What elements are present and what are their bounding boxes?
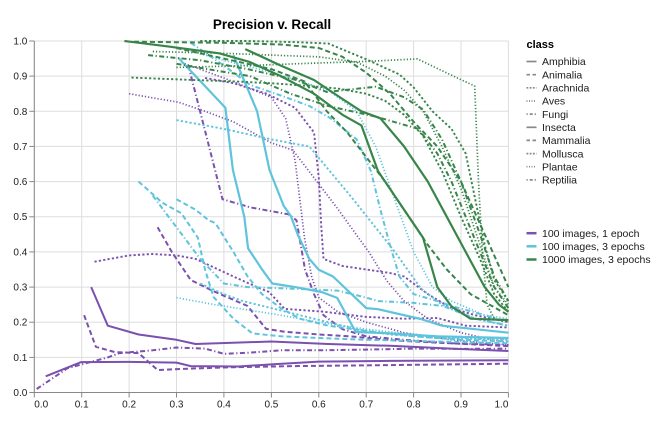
- svg-text:0.7: 0.7: [13, 142, 27, 153]
- svg-text:0.5: 0.5: [264, 400, 278, 411]
- svg-text:0.0: 0.0: [34, 400, 48, 411]
- svg-text:0.7: 0.7: [359, 400, 373, 411]
- svg-text:Precision v. Recall: Precision v. Recall: [213, 17, 331, 32]
- svg-text:class: class: [527, 39, 555, 51]
- svg-text:Mollusca: Mollusca: [542, 148, 584, 160]
- svg-text:Aves: Aves: [542, 96, 565, 108]
- svg-text:Fungi: Fungi: [542, 109, 568, 121]
- svg-text:Reptilia: Reptilia: [542, 175, 577, 187]
- svg-text:1.0: 1.0: [494, 400, 508, 411]
- svg-text:0.9: 0.9: [454, 400, 468, 411]
- svg-text:0.5: 0.5: [13, 212, 27, 223]
- svg-text:0.1: 0.1: [75, 400, 89, 411]
- svg-text:0.0: 0.0: [13, 388, 27, 399]
- svg-text:0.8: 0.8: [13, 107, 27, 118]
- svg-text:0.6: 0.6: [13, 177, 27, 188]
- svg-text:0.1: 0.1: [13, 353, 27, 364]
- svg-text:Amphibia: Amphibia: [542, 56, 586, 68]
- svg-text:Arachnida: Arachnida: [542, 83, 589, 95]
- svg-text:0.8: 0.8: [407, 400, 421, 411]
- svg-text:0.3: 0.3: [13, 283, 27, 294]
- svg-text:0.2: 0.2: [122, 400, 136, 411]
- svg-text:0.9: 0.9: [13, 72, 27, 83]
- svg-text:0.4: 0.4: [217, 400, 231, 411]
- svg-text:0.6: 0.6: [312, 400, 326, 411]
- svg-text:Insecta: Insecta: [542, 122, 576, 134]
- svg-text:1000 images, 3 epochs: 1000 images, 3 epochs: [542, 254, 651, 266]
- svg-text:0.2: 0.2: [13, 318, 27, 329]
- svg-text:Animalia: Animalia: [542, 69, 582, 81]
- svg-text:0.3: 0.3: [170, 400, 184, 411]
- svg-text:100 images, 3 epochs: 100 images, 3 epochs: [542, 241, 645, 253]
- svg-text:Mammalia: Mammalia: [542, 135, 591, 147]
- svg-text:100 images, 1 epoch: 100 images, 1 epoch: [542, 228, 640, 240]
- svg-text:Plantae: Plantae: [542, 161, 578, 173]
- svg-text:0.4: 0.4: [13, 247, 27, 258]
- svg-text:1.0: 1.0: [13, 37, 27, 48]
